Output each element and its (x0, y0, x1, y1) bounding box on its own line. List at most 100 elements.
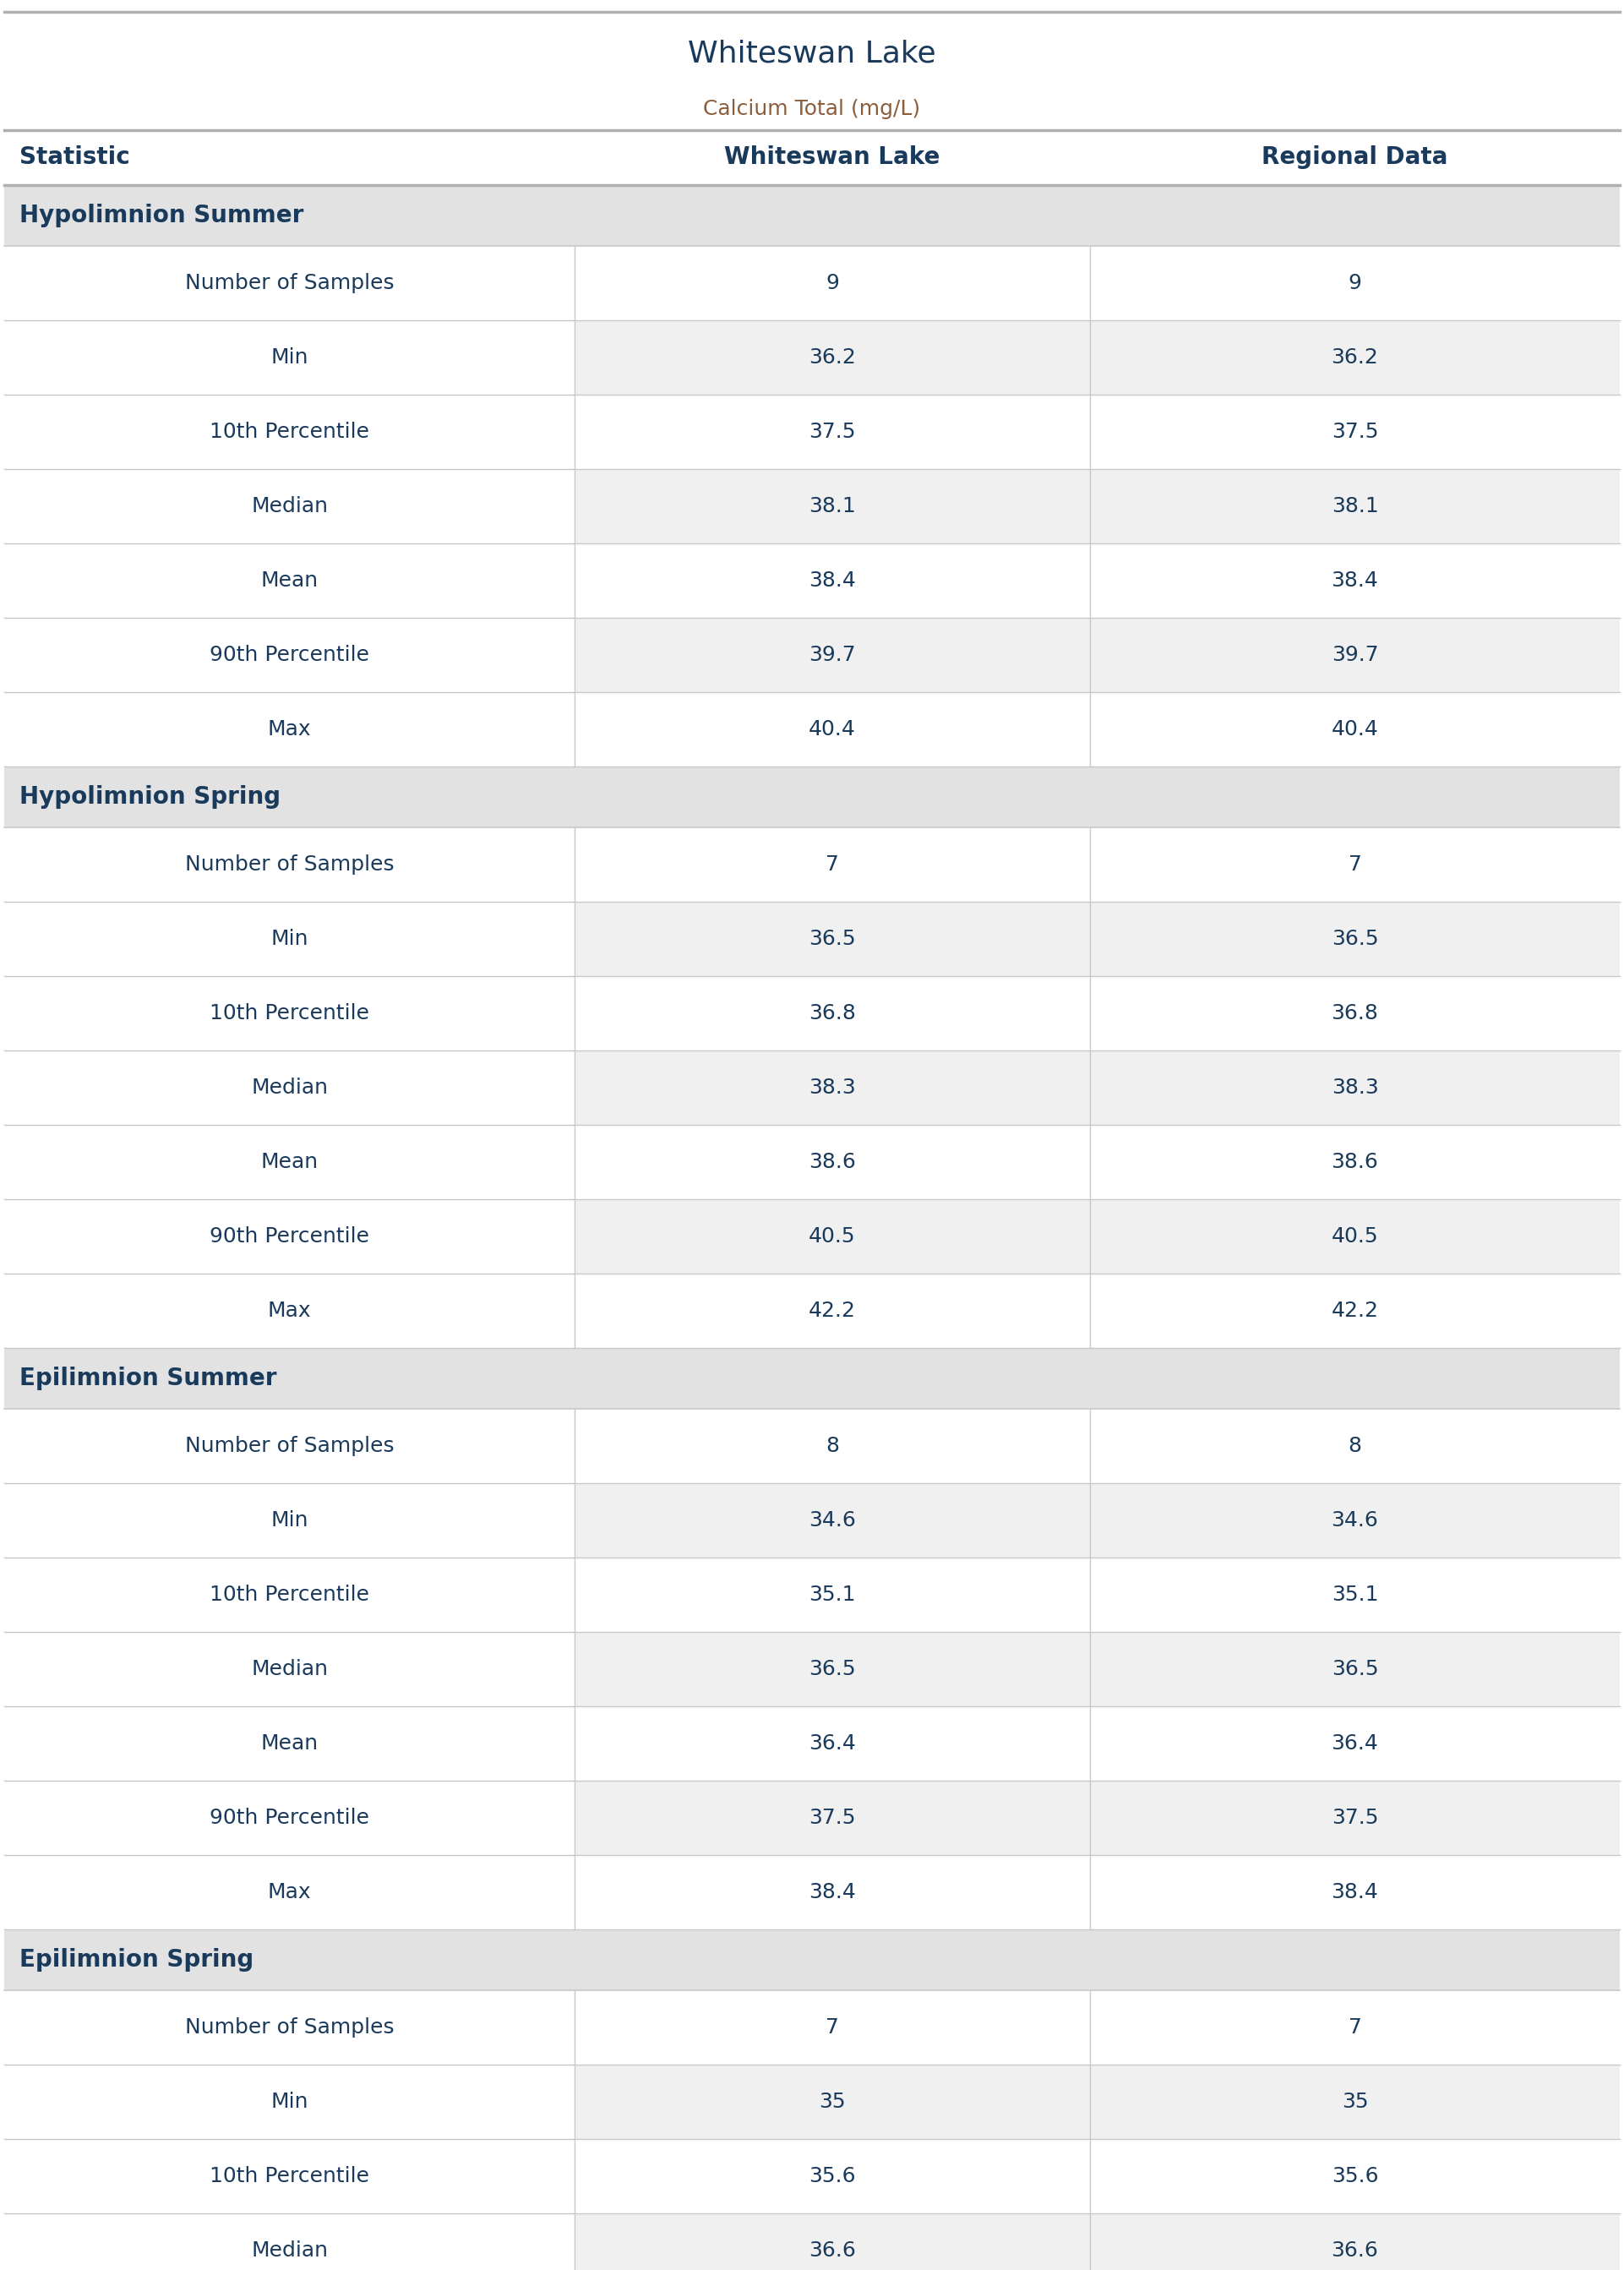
Bar (5, 1632, 575, 1707)
Text: Mean: Mean (260, 1151, 318, 1171)
Text: 38.4: 38.4 (1332, 1882, 1379, 1902)
Text: Min: Min (271, 1510, 309, 1530)
Bar (575, 543, 1619, 617)
Bar (5, 692, 575, 767)
Bar (575, 1632, 1619, 1707)
Bar (5, 826, 575, 901)
Text: 36.2: 36.2 (1332, 347, 1379, 368)
Bar (5, 1051, 575, 1126)
Bar (575, 245, 1619, 320)
Text: 38.1: 38.1 (809, 497, 856, 515)
Bar (5, 901, 575, 976)
Text: 7: 7 (825, 854, 840, 874)
Text: Number of Samples: Number of Samples (185, 854, 395, 874)
Bar (5, 976, 575, 1051)
Text: Min: Min (271, 928, 309, 949)
Bar (575, 1482, 1619, 1557)
Text: 36.2: 36.2 (809, 347, 856, 368)
Bar (5, 1273, 575, 1348)
Bar (575, 1051, 1619, 1126)
Bar (575, 1199, 1619, 1273)
Bar (575, 1991, 1619, 2066)
Bar (575, 976, 1619, 1051)
Bar (575, 1557, 1619, 1632)
Text: Number of Samples: Number of Samples (185, 272, 395, 293)
Text: Max: Max (268, 1882, 312, 1902)
Text: 36.6: 36.6 (1332, 2240, 1379, 2261)
Text: 36.8: 36.8 (1332, 1003, 1379, 1024)
Bar (5, 1557, 575, 1632)
Text: 35.1: 35.1 (1332, 1584, 1379, 1605)
Bar (5, 2213, 575, 2270)
Text: 36.5: 36.5 (1332, 928, 1379, 949)
Text: 90th Percentile: 90th Percentile (209, 1226, 369, 1246)
Text: 34.6: 34.6 (1332, 1510, 1379, 1530)
Text: 42.2: 42.2 (809, 1301, 856, 1321)
Bar (575, 470, 1619, 543)
Text: 40.4: 40.4 (809, 720, 856, 740)
Text: 10th Percentile: 10th Percentile (209, 422, 369, 443)
Text: 35: 35 (1341, 2091, 1369, 2111)
Text: 39.7: 39.7 (809, 645, 856, 665)
Text: 35.6: 35.6 (809, 2166, 856, 2186)
Bar (575, 1273, 1619, 1348)
Bar (575, 826, 1619, 901)
Bar (5, 2138, 575, 2213)
Bar (575, 1780, 1619, 1855)
Text: 8: 8 (825, 1437, 840, 1455)
Text: 8: 8 (1348, 1437, 1361, 1455)
Bar (5, 767, 1619, 826)
Text: 36.4: 36.4 (1332, 1734, 1379, 1755)
Text: Whiteswan Lake: Whiteswan Lake (724, 145, 940, 170)
Text: Median: Median (252, 1078, 328, 1099)
Text: Median: Median (252, 497, 328, 515)
Text: 34.6: 34.6 (809, 1510, 856, 1530)
Text: Epilimnion Spring: Epilimnion Spring (19, 1948, 253, 1973)
Text: 38.4: 38.4 (809, 1882, 856, 1902)
Text: 7: 7 (1348, 2018, 1361, 2038)
Text: 35: 35 (818, 2091, 846, 2111)
Bar (575, 2066, 1619, 2138)
Bar (5, 1780, 575, 1855)
Text: 38.4: 38.4 (809, 570, 856, 590)
Text: Median: Median (252, 2240, 328, 2261)
Text: Calcium Total (mg/L): Calcium Total (mg/L) (703, 100, 921, 118)
Text: 38.4: 38.4 (1332, 570, 1379, 590)
Text: 9: 9 (825, 272, 840, 293)
Text: Max: Max (268, 1301, 312, 1321)
Text: 36.5: 36.5 (809, 1659, 856, 1680)
Bar (575, 2138, 1619, 2213)
Text: 10th Percentile: 10th Percentile (209, 1584, 369, 1605)
Text: Hypolimnion Spring: Hypolimnion Spring (19, 785, 281, 808)
Bar (575, 395, 1619, 470)
Text: Mean: Mean (260, 570, 318, 590)
Text: 90th Percentile: 90th Percentile (209, 1807, 369, 1827)
Text: 35.1: 35.1 (809, 1584, 856, 1605)
Bar (5, 543, 575, 617)
Text: 37.5: 37.5 (809, 1807, 856, 1827)
Bar (575, 1410, 1619, 1482)
Bar (5, 1855, 575, 1930)
Text: Max: Max (268, 720, 312, 740)
Bar (5, 1348, 1619, 1410)
Bar (575, 1707, 1619, 1780)
Text: 10th Percentile: 10th Percentile (209, 2166, 369, 2186)
Text: Hypolimnion Summer: Hypolimnion Summer (19, 204, 304, 227)
Text: 10th Percentile: 10th Percentile (209, 1003, 369, 1024)
Bar (5, 2066, 575, 2138)
Text: 37.5: 37.5 (1332, 422, 1379, 443)
Text: Regional Data: Regional Data (1262, 145, 1449, 170)
Text: 35.6: 35.6 (1332, 2166, 1379, 2186)
Bar (5, 1482, 575, 1557)
Text: 40.5: 40.5 (1332, 1226, 1379, 1246)
Bar (5, 617, 575, 692)
Bar (575, 2213, 1619, 2270)
Bar (5, 1991, 575, 2066)
Text: Number of Samples: Number of Samples (185, 1437, 395, 1455)
Bar (5, 395, 575, 470)
Text: Number of Samples: Number of Samples (185, 2018, 395, 2038)
Text: 36.4: 36.4 (809, 1734, 856, 1755)
Text: 40.5: 40.5 (809, 1226, 856, 1246)
Text: 38.3: 38.3 (809, 1078, 856, 1099)
Bar (5, 186, 1619, 245)
